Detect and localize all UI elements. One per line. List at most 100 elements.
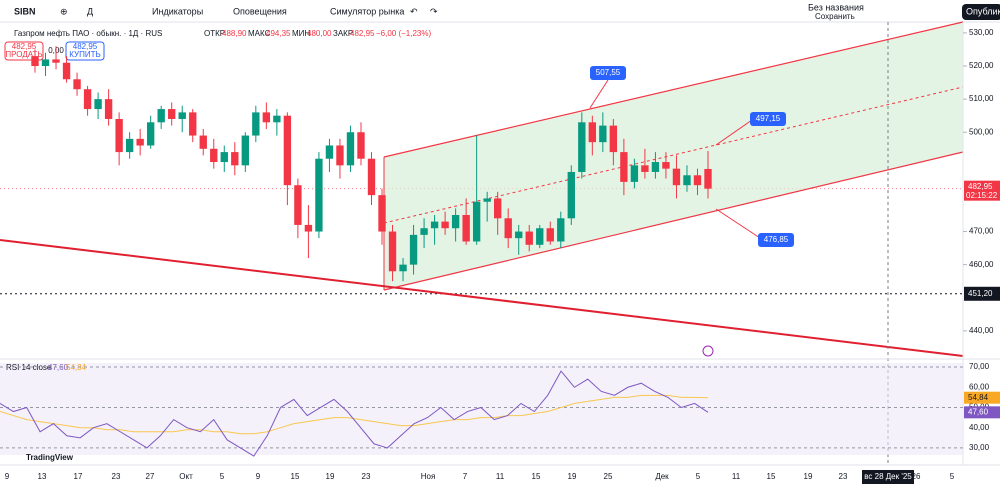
- candle-body: [536, 228, 544, 245]
- high-value: 494,35: [266, 29, 291, 38]
- publish[interactable]: Опубликовать: [966, 6, 1000, 16]
- rsi-tag-label: 47,60: [968, 407, 989, 416]
- price-callout-label: 507,55: [596, 68, 621, 77]
- replay[interactable]: Симулятор рынка: [330, 6, 404, 16]
- candle-body: [662, 162, 670, 169]
- alerts[interactable]: Оповещения: [233, 6, 287, 16]
- candle-body: [409, 234, 418, 265]
- change-value: −6,00 (−1,23%): [376, 29, 431, 38]
- trend-line[interactable]: [0, 239, 964, 357]
- channel-upper[interactable]: [383, 21, 964, 158]
- candle-body: [378, 195, 386, 232]
- x-tick-label: 5: [950, 472, 955, 481]
- layout-name[interactable]: Без названия: [808, 2, 864, 12]
- candle-body: [441, 221, 449, 229]
- add-symbol[interactable]: ⊕: [60, 6, 68, 16]
- x-tick-label: 26: [912, 472, 921, 481]
- candle-body: [336, 145, 344, 166]
- candle-body: [294, 185, 302, 225]
- rsi-band: [0, 363, 963, 455]
- crosshair-date-box: [862, 470, 914, 484]
- x-tick-label: 19: [804, 472, 813, 481]
- x-tick-label: 7: [463, 472, 468, 481]
- x-tick-label: 19: [326, 472, 335, 481]
- rsi-title: RSI 14 close: [6, 363, 52, 372]
- candle-body: [546, 228, 554, 242]
- candle-body: [693, 175, 702, 186]
- y-tick-label: 70,00: [969, 362, 990, 371]
- x-tick-label: 9: [5, 472, 10, 481]
- candle-body: [525, 231, 533, 245]
- candle-body: [630, 165, 639, 182]
- candle-body: [588, 122, 597, 143]
- rsi-tag: [964, 406, 1000, 419]
- x-tick-label: Ноя: [421, 472, 436, 481]
- event-icon[interactable]: [702, 345, 714, 357]
- candle-body: [609, 125, 618, 153]
- candle-body: [325, 145, 334, 159]
- y-tick-label: 460,00: [969, 260, 994, 269]
- sell-button[interactable]: [4, 41, 44, 61]
- x-tick-label: 23: [362, 472, 371, 481]
- candle-body: [304, 224, 313, 232]
- sell-price[interactable]: 482,95: [12, 42, 37, 51]
- price-callout[interactable]: [590, 66, 626, 80]
- candle-body: [136, 138, 144, 146]
- close-label: ЗАКР: [333, 29, 353, 38]
- rsi-ma-tag: [964, 391, 1000, 404]
- buy-price[interactable]: 482,95: [73, 42, 98, 51]
- candle-body: [462, 214, 470, 242]
- buy-button[interactable]: [65, 41, 105, 61]
- candle-body: [283, 115, 292, 186]
- x-tick-label: Окт: [179, 472, 193, 481]
- candle-body: [704, 168, 712, 189]
- interval[interactable]: Д: [87, 6, 93, 16]
- candle-body: [315, 158, 323, 232]
- layout-status: Сохранить: [815, 12, 855, 21]
- rsi-ma-value: 54,84: [66, 363, 87, 372]
- candle-body: [641, 165, 649, 172]
- x-tick-label: 25: [604, 472, 613, 481]
- open-label: ОТКР: [204, 29, 225, 38]
- low-value: 480,00: [307, 29, 332, 38]
- x-tick-label: 15: [767, 472, 776, 481]
- sell-label[interactable]: ПРОДАТЬ: [5, 50, 42, 59]
- candle-body: [220, 152, 228, 163]
- price-callout[interactable]: [758, 233, 794, 247]
- candle-body: [515, 231, 523, 239]
- x-tick-label: 13: [38, 472, 47, 481]
- toolbar: [0, 0, 1000, 22]
- candle-body: [599, 125, 607, 143]
- x-tick-label: 5: [696, 472, 701, 481]
- redo[interactable]: ↷: [430, 6, 438, 16]
- candle-body: [31, 56, 39, 67]
- brand: TradingView: [26, 453, 74, 462]
- rsi-ma-tag-label: 54,84: [968, 393, 989, 402]
- low-label: МИН: [292, 29, 310, 38]
- level-tag: [964, 286, 1000, 301]
- candle-body: [567, 171, 575, 219]
- channel-fill: [384, 22, 963, 290]
- candle-body: [189, 112, 197, 136]
- x-tick-label: 23: [112, 472, 121, 481]
- level-label: 451,20: [968, 289, 993, 298]
- callout-line: [589, 79, 609, 109]
- buy-label[interactable]: КУПИТЬ: [69, 50, 100, 59]
- x-tick-label: Дек: [655, 472, 669, 481]
- callout-line: [715, 208, 761, 239]
- candle-body: [168, 109, 176, 119]
- x-tick-label: 23: [839, 472, 848, 481]
- candle-body: [62, 62, 71, 80]
- indicators[interactable]: Индикаторы: [152, 6, 203, 16]
- publish-button[interactable]: [962, 4, 1000, 20]
- undo[interactable]: ↶: [410, 6, 418, 16]
- candle-body: [83, 89, 92, 110]
- y-tick-label: 40,00: [969, 423, 990, 432]
- candle-body: [651, 162, 660, 172]
- y-tick-label: 470,00: [969, 227, 994, 236]
- channel-lower[interactable]: [383, 151, 964, 291]
- price-callout[interactable]: [750, 112, 786, 126]
- symbol[interactable]: SIBN: [14, 6, 36, 16]
- candle-body: [472, 201, 481, 242]
- open-value: 488,90: [222, 29, 247, 38]
